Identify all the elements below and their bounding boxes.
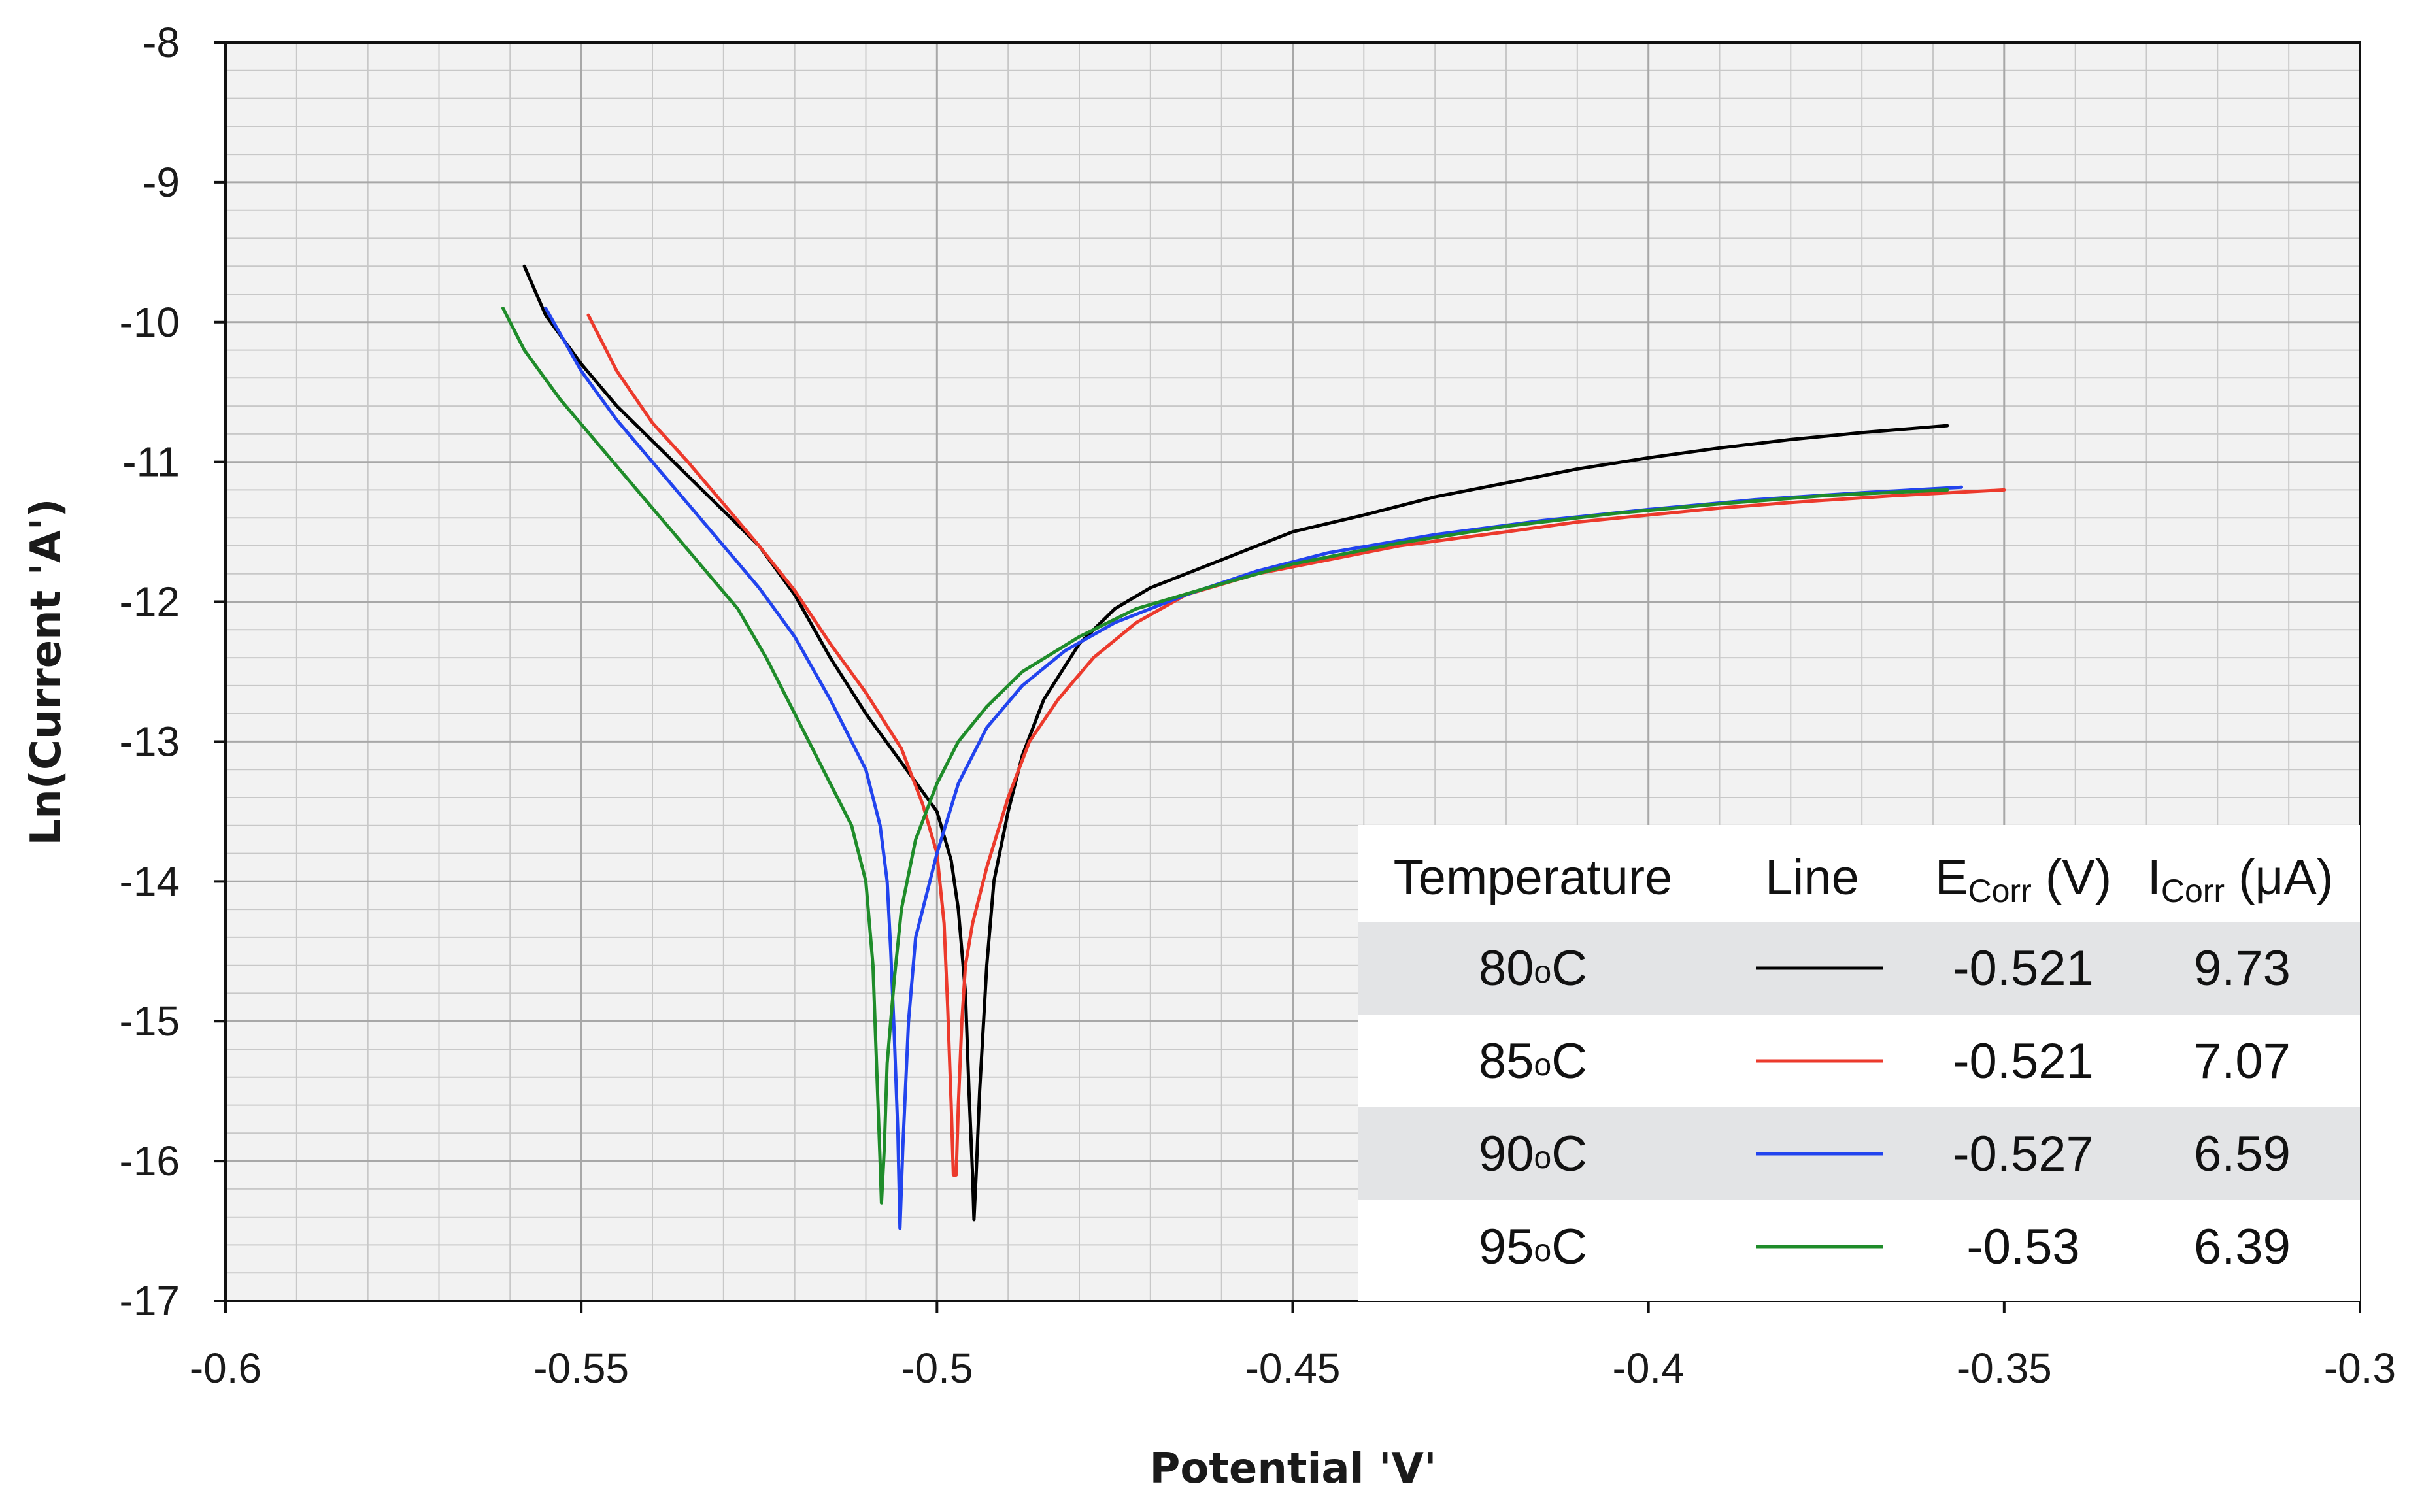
legend-icorr-value: 9.73 (2194, 941, 2291, 996)
x-axis-ticks: -0.6 -0.55 -0.5 -0.45 -0.4 -0.35 -0.3 (190, 1301, 2396, 1392)
legend-ecorr-value: -0.521 (1953, 1033, 2094, 1089)
y-tick-label: -9 (143, 159, 180, 206)
y-tick-label: -8 (143, 19, 180, 66)
legend-background (1358, 825, 2360, 1301)
legend-ecorr-value: -0.53 (1966, 1219, 2079, 1275)
legend-temperature: 95oC (1479, 1219, 1587, 1275)
legend-icorr-value: 6.39 (2194, 1219, 2291, 1275)
y-tick-label: -14 (120, 858, 180, 905)
legend-temperature: 80oC (1479, 941, 1587, 996)
y-tick-label: -13 (120, 718, 180, 765)
y-tick-label: -12 (120, 579, 180, 626)
y-tick-label: -10 (120, 299, 180, 346)
y-axis-ticks: -8 -9 -10 -11 -12 -13 -14 -15 -16 -17 (120, 19, 226, 1324)
y-tick-label: -11 (122, 439, 180, 486)
y-axis-title: Ln(Current 'A') (22, 498, 71, 845)
legend-table: Temperature Line ECorr (V) ICorr (μA) 80… (1358, 825, 2360, 1301)
legend-ecorr-value: -0.521 (1953, 941, 2094, 996)
y-tick-label: -16 (120, 1137, 180, 1184)
legend-header-line: Line (1765, 850, 1859, 905)
legend-rows: 80oC -0.521 9.73 85oC -0.521 7.07 90oC -0.527 6.… (1479, 941, 2291, 1275)
legend-icorr-value: 7.07 (2194, 1033, 2291, 1089)
series-lines (501, 264, 2006, 1230)
legend-header-temperature: Temperature (1394, 850, 1673, 905)
x-tick-label: -0.6 (190, 1345, 261, 1392)
series-line (544, 306, 1963, 1230)
legend-temperature: 90oC (1479, 1126, 1587, 1182)
x-tick-label: -0.4 (1613, 1345, 1685, 1392)
series-line (522, 264, 1949, 1222)
y-tick-label: -15 (120, 998, 180, 1045)
legend-ecorr-value: -0.527 (1953, 1126, 2094, 1182)
x-tick-label: -0.5 (901, 1345, 973, 1392)
series-line (586, 313, 2006, 1177)
x-tick-label: -0.35 (1957, 1345, 2052, 1392)
x-tick-label: -0.45 (1245, 1345, 1341, 1392)
x-tick-label: -0.55 (533, 1345, 629, 1392)
legend-icorr-value: 6.59 (2194, 1126, 2291, 1182)
legend-temperature: 85oC (1479, 1033, 1587, 1089)
legend-header-ecorr: ECorr (V) (1935, 850, 2111, 909)
x-tick-label: -0.3 (2324, 1345, 2396, 1392)
legend-header-icorr: ICorr (μA) (2147, 850, 2334, 909)
series-line (501, 306, 1949, 1205)
x-axis-title: Potential 'V' (1149, 1445, 1436, 1493)
y-tick-label: -17 (120, 1277, 180, 1324)
